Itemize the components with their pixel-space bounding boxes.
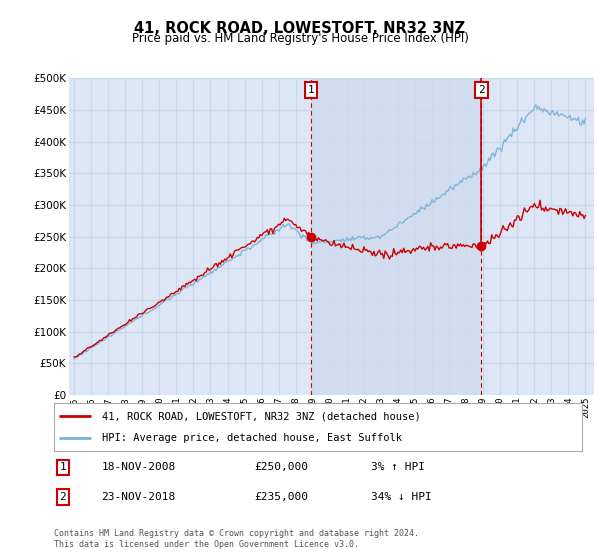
Text: £250,000: £250,000 [254,463,308,472]
Bar [311,78,481,395]
Text: 41, ROCK ROAD, LOWESTOFT, NR32 3NZ: 41, ROCK ROAD, LOWESTOFT, NR32 3NZ [134,21,466,36]
Text: 41, ROCK ROAD, LOWESTOFT, NR32 3NZ (detached house): 41, ROCK ROAD, LOWESTOFT, NR32 3NZ (deta… [101,411,420,421]
Text: 1: 1 [307,85,314,95]
Text: HPI: Average price, detached house, East Suffolk: HPI: Average price, detached house, East… [101,433,401,443]
Text: 2: 2 [59,492,66,502]
Text: £235,000: £235,000 [254,492,308,502]
Text: Contains HM Land Registry data © Crown copyright and database right 2024.
This d: Contains HM Land Registry data © Crown c… [54,529,419,549]
Text: 3% ↑ HPI: 3% ↑ HPI [371,463,425,472]
Text: 1: 1 [59,463,66,472]
Text: 2: 2 [478,85,485,95]
Text: 18-NOV-2008: 18-NOV-2008 [101,463,176,472]
Text: 23-NOV-2018: 23-NOV-2018 [101,492,176,502]
Text: 34% ↓ HPI: 34% ↓ HPI [371,492,431,502]
Text: Price paid vs. HM Land Registry's House Price Index (HPI): Price paid vs. HM Land Registry's House … [131,32,469,45]
